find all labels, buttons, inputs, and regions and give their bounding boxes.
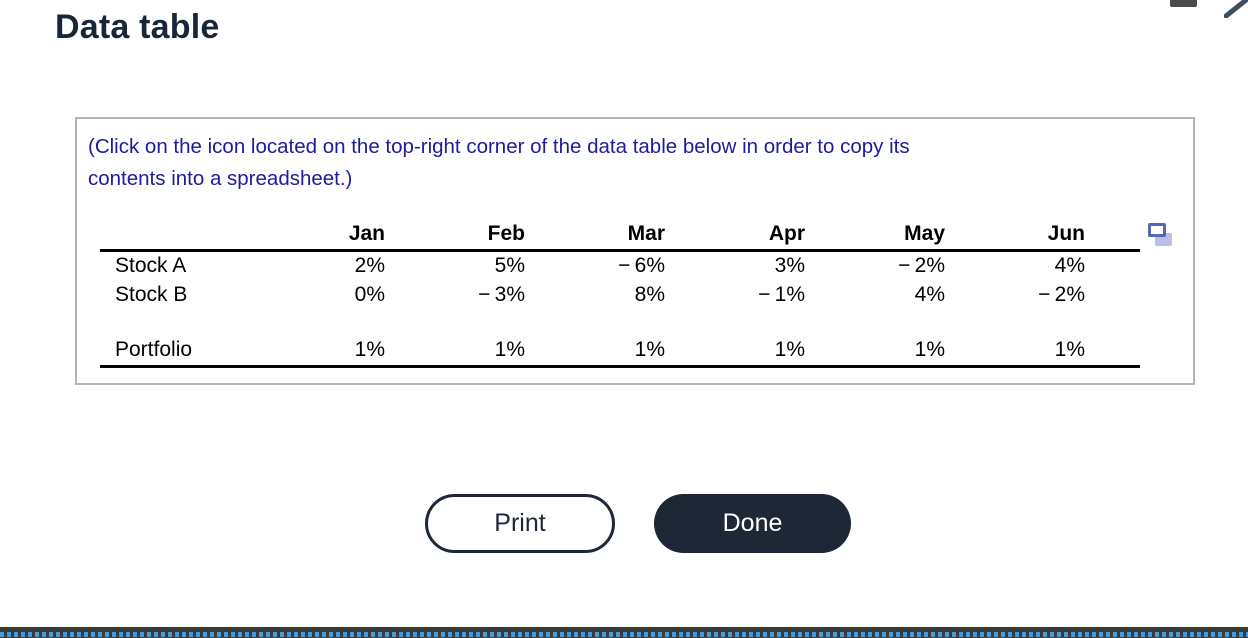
- bottom-bar-dashed-line: [0, 632, 1248, 637]
- cell-value: − 6%: [618, 253, 665, 277]
- empty-header-cell: [100, 220, 300, 252]
- spacer-row: [100, 310, 1140, 336]
- cell-value: 1%: [300, 336, 440, 368]
- data-table: Jan Feb Mar Apr May Jun Stock A 2% 5% − …: [100, 220, 1140, 368]
- data-table-panel: (Click on the icon located on the top-ri…: [75, 117, 1195, 385]
- cell-value: 3%: [774, 253, 805, 277]
- cell-value: 0%: [354, 283, 385, 306]
- cell-value: 1%: [720, 336, 860, 368]
- header-row: Jan Feb Mar Apr May Jun: [100, 220, 1140, 252]
- cell-value: − 1%: [758, 283, 805, 306]
- copy-icon[interactable]: [1148, 223, 1173, 249]
- cell-value: 4%: [914, 283, 945, 306]
- cropped-toolbar-icon[interactable]: [1170, 0, 1197, 7]
- cell-value: 1%: [860, 336, 1000, 368]
- instruction-text: (Click on the icon located on the top-ri…: [88, 131, 1179, 195]
- table-row-portfolio: Portfolio 1% 1% 1% 1% 1% 1%: [100, 336, 1140, 368]
- copy-icon-front-rect: [1148, 223, 1166, 237]
- column-header-jan: Jan: [300, 220, 440, 252]
- cell-value: 2%: [354, 253, 385, 277]
- column-header-mar: Mar: [580, 220, 720, 252]
- cell-value: 8%: [634, 283, 665, 306]
- cropped-chevron-icon[interactable]: [1224, 0, 1248, 18]
- cell-value: − 2%: [1038, 283, 1085, 306]
- table-row-stock-b: Stock B 0% − 3% 8% − 1% 4% − 2%: [100, 280, 1140, 310]
- row-label: Stock B: [115, 283, 188, 306]
- column-header-apr: Apr: [720, 220, 860, 252]
- column-header-jun: Jun: [1000, 220, 1140, 252]
- bottom-progress-bar: [0, 627, 1248, 638]
- column-header-feb: Feb: [440, 220, 580, 252]
- done-button[interactable]: Done: [654, 494, 851, 553]
- cell-value: 1%: [1000, 336, 1140, 368]
- print-button[interactable]: Print: [425, 494, 615, 553]
- cell-value: 5%: [494, 253, 525, 277]
- instruction-line1: (Click on the icon located on the top-ri…: [88, 135, 910, 158]
- column-header-may: May: [860, 220, 1000, 252]
- cell-value: 1%: [580, 336, 720, 368]
- row-label: Stock A: [115, 253, 187, 277]
- instruction-line2: contents into a spreadsheet.): [88, 167, 353, 190]
- cell-value: − 2%: [898, 253, 945, 277]
- cell-value: − 3%: [478, 283, 525, 306]
- table-row-stock-a: Stock A 2% 5% − 6% 3% − 2% 4%: [100, 250, 1140, 280]
- cell-value: 4%: [1054, 253, 1085, 277]
- row-label: Portfolio: [100, 336, 300, 368]
- cell-value: 1%: [440, 336, 580, 368]
- page-title: Data table: [55, 8, 220, 46]
